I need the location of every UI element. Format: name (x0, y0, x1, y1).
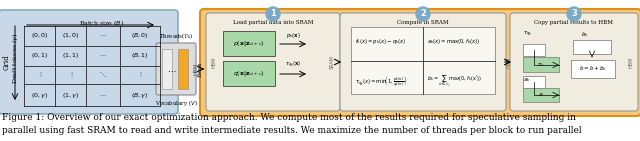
Bar (523, 88, 559, 102)
Text: Draft tokens ($\gamma$): Draft tokens ($\gamma$) (10, 32, 20, 84)
Text: Copy partial results to HBM: Copy partial results to HBM (534, 20, 614, 25)
Text: $\ddots$: $\ddots$ (99, 71, 107, 79)
Text: $a_k$: $a_k$ (523, 76, 531, 84)
Text: Threads($\mathcal{V}_k$): Threads($\mathcal{V}_k$) (159, 31, 193, 41)
Text: $p_k(\mathbf{x})$: $p_k(\mathbf{x})$ (285, 31, 300, 40)
Text: Batch size ($B$): Batch size ($B$) (79, 18, 125, 28)
Bar (351, 27, 495, 94)
Text: $\tau_{q_k}$: $\tau_{q_k}$ (523, 30, 532, 39)
Text: $p(\mathbf{x}|\mathbf{z}_{ci+c})$: $p(\mathbf{x}|\mathbf{z}_{ci+c})$ (233, 39, 265, 49)
Text: $\ldots$: $\ldots$ (99, 92, 107, 97)
Bar (223, 31, 275, 56)
Text: $(B,0)$: $(B,0)$ (131, 31, 149, 40)
Text: $a$: $a$ (538, 92, 544, 99)
Text: HBM: HBM (193, 63, 198, 75)
Text: 2: 2 (420, 9, 426, 18)
Text: parallel using fast SRAM to read and write intermediate results. We maximize the: parallel using fast SRAM to read and wri… (2, 126, 582, 135)
Bar (178, 49, 188, 89)
Text: $\ldots$: $\ldots$ (99, 53, 107, 59)
Bar (571, 60, 615, 78)
Text: $(1,1)$: $(1,1)$ (62, 51, 79, 60)
Text: $b_k$: $b_k$ (581, 30, 589, 39)
Bar (162, 49, 172, 89)
Text: Compute in SRAM: Compute in SRAM (397, 20, 449, 25)
FancyBboxPatch shape (510, 13, 638, 111)
Text: Figure 1: Overview of our exact optimization approach. We compute most of the re: Figure 1: Overview of our exact optimiza… (2, 113, 576, 122)
Text: 3: 3 (571, 9, 577, 18)
FancyBboxPatch shape (206, 13, 340, 111)
Text: $(1,\gamma)$: $(1,\gamma)$ (62, 91, 79, 100)
Text: Vocabulary ($V$): Vocabulary ($V$) (154, 98, 198, 108)
Text: $\vdots$: $\vdots$ (68, 71, 73, 79)
Text: $(B,1)$: $(B,1)$ (131, 51, 149, 60)
Bar (223, 61, 275, 86)
Text: $q(\mathbf{x}|\mathbf{z}_{ci+c})$: $q(\mathbf{x}|\mathbf{z}_{ci+c})$ (233, 70, 265, 79)
Text: $\tau_{q_k}(\mathbf{x})$: $\tau_{q_k}(\mathbf{x})$ (285, 60, 301, 70)
Text: $(B,\gamma)$: $(B,\gamma)$ (131, 91, 148, 100)
Text: $b_k=\sum_{x^\prime\in\mathcal{V}_k}\!\max(0,f_k(x^\prime))$: $b_k=\sum_{x^\prime\in\mathcal{V}_k}\!\m… (427, 74, 482, 89)
Text: $\tau_c$: $\tau_c$ (537, 61, 545, 69)
Text: $\tau_{q_k}(x)=\min\!\left(1,\frac{p_k(x)}{q_k(x)}\right)$: $\tau_{q_k}(x)=\min\!\left(1,\frac{p_k(x… (355, 74, 408, 89)
Text: HBM: HBM (211, 56, 216, 68)
Bar (573, 40, 611, 54)
Text: HBM: HBM (628, 56, 634, 68)
Circle shape (416, 7, 430, 21)
Text: $(1,0)$: $(1,0)$ (62, 31, 79, 40)
FancyBboxPatch shape (0, 10, 178, 114)
FancyBboxPatch shape (156, 43, 196, 95)
Text: $(0,1)$: $(0,1)$ (31, 51, 48, 60)
Circle shape (567, 7, 581, 21)
FancyBboxPatch shape (200, 9, 640, 116)
Circle shape (266, 7, 280, 21)
Text: $\vdots$: $\vdots$ (138, 71, 143, 79)
Text: Block: Block (198, 61, 203, 77)
Text: Load partial data into SRAM: Load partial data into SRAM (233, 20, 313, 25)
Text: $a_k(x)=\max(0,f_k(x))$: $a_k(x)=\max(0,f_k(x))$ (427, 37, 481, 46)
Text: HBM: HBM (506, 56, 511, 68)
Text: $b=b+b_k$: $b=b+b_k$ (579, 65, 607, 73)
Bar (523, 44, 545, 56)
Text: Grid: Grid (3, 54, 11, 70)
Text: $(0,\gamma)$: $(0,\gamma)$ (31, 91, 48, 100)
Bar (523, 76, 545, 88)
Text: 1: 1 (270, 9, 276, 18)
Bar (523, 57, 559, 72)
Text: $\vdots$: $\vdots$ (37, 71, 42, 79)
Text: SRAM: SRAM (330, 55, 335, 69)
FancyBboxPatch shape (340, 13, 506, 111)
Text: $\cdots$: $\cdots$ (167, 64, 177, 73)
Text: $\ldots$: $\ldots$ (99, 34, 107, 38)
Text: $f_k(x)=p_k(x)-q_k(x)$: $f_k(x)=p_k(x)-q_k(x)$ (355, 37, 406, 46)
Text: $(0,0)$: $(0,0)$ (31, 31, 48, 40)
